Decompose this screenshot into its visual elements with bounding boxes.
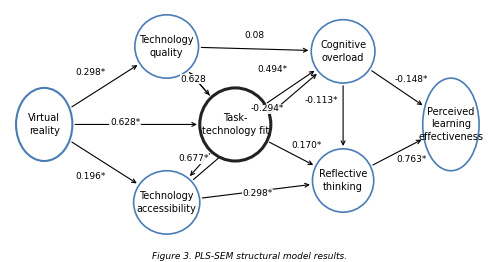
Text: -0.148*: -0.148* — [395, 75, 428, 84]
Text: 0.677*: 0.677* — [178, 154, 209, 163]
Text: -0.113*: -0.113* — [304, 96, 338, 105]
Text: Cognitive
overload: Cognitive overload — [320, 40, 366, 63]
Ellipse shape — [16, 88, 72, 161]
Text: 0.298*: 0.298* — [76, 68, 106, 77]
Text: 0.08: 0.08 — [245, 31, 265, 40]
Ellipse shape — [200, 88, 271, 161]
Text: -0.294*: -0.294* — [250, 104, 284, 113]
Text: 0.298*: 0.298* — [242, 189, 272, 198]
Text: 0.494*: 0.494* — [257, 65, 287, 74]
Text: 0.196*: 0.196* — [76, 172, 106, 181]
Text: Technology
accessibility: Technology accessibility — [137, 191, 196, 214]
Text: 0.628*: 0.628* — [110, 118, 140, 127]
Text: Figure 3. PLS-SEM structural model results.: Figure 3. PLS-SEM structural model resul… — [152, 252, 348, 261]
Ellipse shape — [422, 78, 479, 171]
Text: Technology
quality: Technology quality — [140, 35, 194, 58]
Text: 0.763*: 0.763* — [396, 155, 427, 164]
Ellipse shape — [312, 149, 374, 212]
Ellipse shape — [135, 15, 198, 78]
Text: 0.170*: 0.170* — [291, 141, 322, 150]
Ellipse shape — [134, 171, 200, 234]
Text: Virtual
reality: Virtual reality — [28, 113, 60, 136]
Text: Reflective
thinking: Reflective thinking — [319, 169, 368, 192]
Text: Perceived
learning
effectiveness: Perceived learning effectiveness — [418, 107, 484, 142]
Text: 0.628: 0.628 — [181, 75, 206, 84]
Ellipse shape — [311, 20, 375, 83]
Text: Task-
technology fit: Task- technology fit — [202, 113, 269, 136]
